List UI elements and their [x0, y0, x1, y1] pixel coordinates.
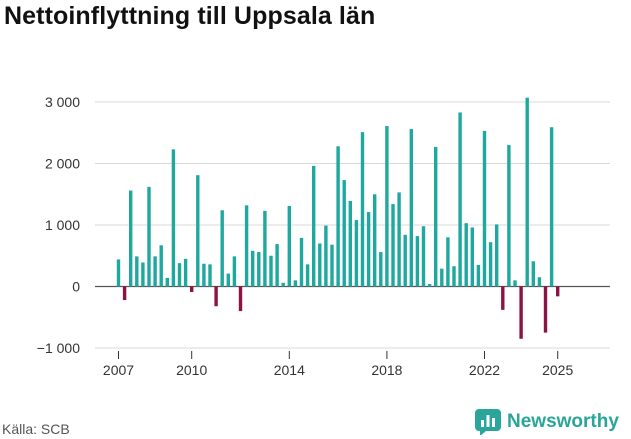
- bar: [354, 220, 359, 287]
- bar: [171, 149, 176, 287]
- x-axis: 2007 2010 2014 2018 2022 2025: [103, 351, 573, 378]
- bar: [409, 129, 413, 287]
- bars: [116, 97, 560, 339]
- bar: [244, 205, 249, 287]
- bar: [226, 273, 230, 287]
- bar: [379, 252, 383, 287]
- x-tick-label: 2007: [103, 362, 134, 378]
- bar: [116, 259, 121, 287]
- brand-logo[interactable]: Newsworthy: [475, 409, 619, 435]
- bar: [470, 227, 474, 287]
- bar: [147, 186, 151, 287]
- y-tick-label: −1 000: [37, 340, 80, 356]
- bar: [360, 132, 365, 287]
- bar: [257, 252, 261, 287]
- bar: [122, 286, 127, 301]
- bar: [135, 256, 139, 287]
- x-tick-label: 2014: [274, 362, 305, 378]
- bar: [153, 256, 157, 287]
- bar: [427, 284, 432, 287]
- bar: [269, 255, 273, 287]
- bar: [495, 224, 499, 287]
- bar: [434, 146, 438, 287]
- bar: [263, 210, 267, 287]
- bar: [281, 282, 285, 287]
- bar: [336, 146, 340, 287]
- bar: [397, 192, 401, 287]
- bar: [141, 262, 145, 287]
- bar: [330, 244, 334, 287]
- bar: [190, 286, 194, 293]
- bar: [251, 250, 255, 287]
- bar: [287, 205, 291, 287]
- bar: [513, 280, 517, 287]
- y-tick-label: 2 000: [45, 156, 80, 172]
- bar: [324, 225, 328, 287]
- bar: [238, 286, 243, 312]
- x-tick-label: 2010: [176, 362, 207, 378]
- bar: [183, 258, 188, 287]
- bar: [482, 130, 487, 287]
- bar: [348, 201, 352, 287]
- bar: [159, 245, 163, 287]
- bar: [293, 280, 298, 287]
- bar: [232, 256, 237, 287]
- bar: [549, 127, 554, 287]
- y-tick-label: 0: [72, 279, 80, 295]
- y-tick-label: 1 000: [45, 217, 80, 233]
- x-tick-label: 2018: [371, 362, 402, 378]
- bar: [525, 97, 529, 287]
- bar: [366, 212, 371, 287]
- bar: [543, 286, 548, 333]
- newsworthy-icon: [475, 409, 501, 435]
- bar: [177, 263, 182, 287]
- bar: [556, 286, 560, 297]
- bar: [391, 204, 395, 287]
- source-label: Källa: SCB: [2, 421, 70, 437]
- bar: [165, 277, 169, 287]
- bar: [446, 237, 450, 287]
- gridlines: 3 000 2 000 1 000 0 −1 000: [37, 94, 610, 356]
- x-tick-label: 2025: [542, 362, 573, 378]
- bar: [507, 145, 511, 287]
- brand-name: Newsworthy: [507, 411, 619, 432]
- bar: [403, 234, 407, 287]
- bar: [129, 190, 133, 287]
- bar: [421, 226, 426, 287]
- bar: [208, 264, 212, 287]
- bar: [476, 264, 481, 287]
- y-tick-label: 3 000: [45, 94, 80, 110]
- bar: [373, 194, 377, 287]
- bar: [318, 243, 322, 287]
- bar: [537, 277, 542, 287]
- bar: [519, 286, 523, 339]
- bar: [312, 165, 316, 287]
- bar: [196, 175, 200, 287]
- x-tick-label: 2022: [469, 362, 500, 378]
- bar: [531, 261, 535, 287]
- bar: [458, 112, 462, 287]
- bar: [488, 242, 493, 287]
- bar: [464, 223, 468, 287]
- bar: [452, 266, 456, 287]
- bar: [214, 286, 218, 307]
- bar: [299, 237, 304, 287]
- bar: [305, 264, 310, 287]
- bar: [220, 210, 224, 287]
- bar: [342, 180, 346, 287]
- bar: [415, 236, 420, 287]
- bar: [202, 263, 206, 287]
- bar: [440, 268, 444, 287]
- bar: [385, 125, 389, 287]
- bar: [501, 286, 505, 310]
- bar: [275, 244, 279, 287]
- chart-title: Nettoinflyttning till Uppsala län: [4, 2, 376, 30]
